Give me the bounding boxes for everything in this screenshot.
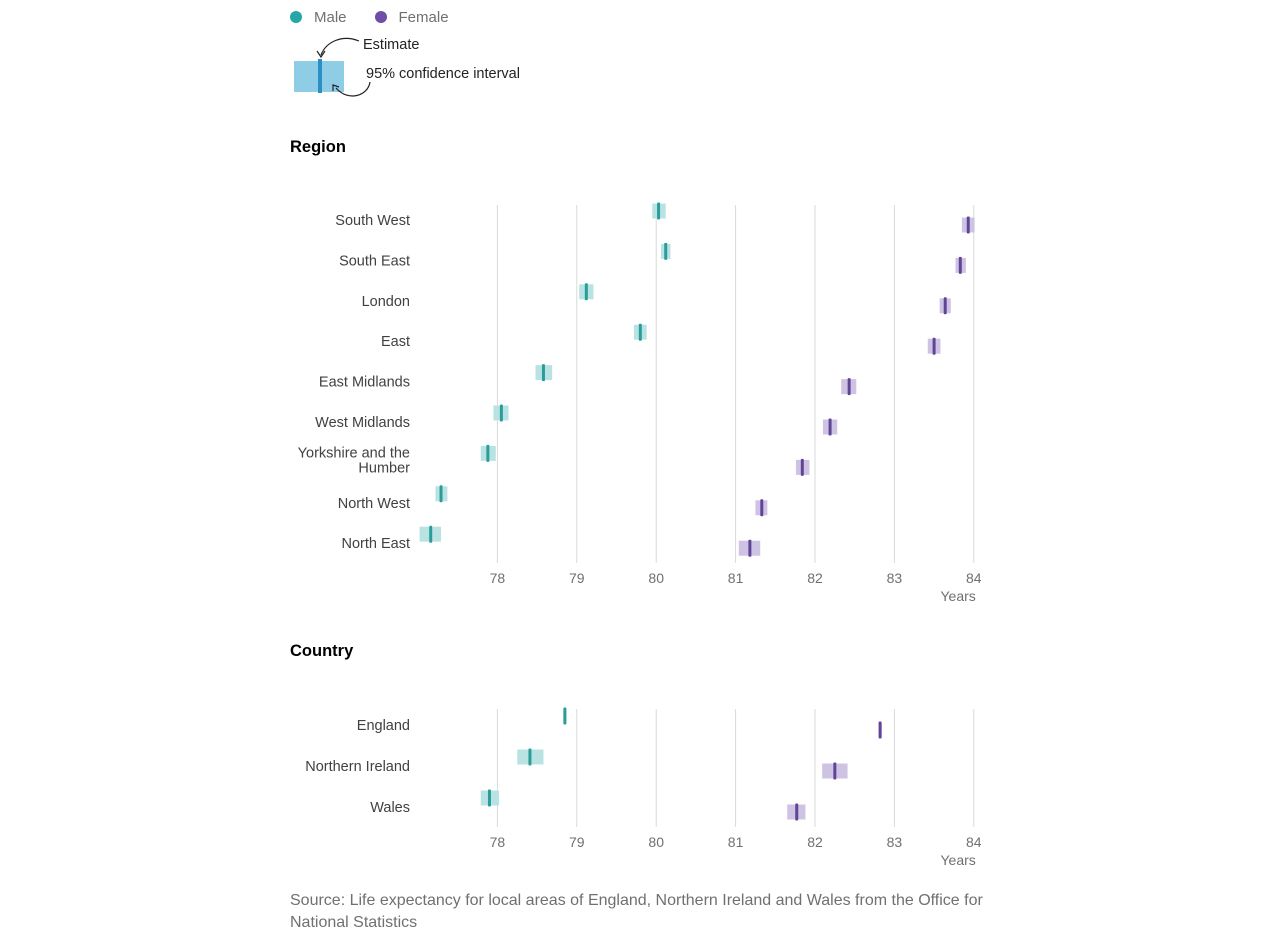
region-female-estimate-mark [748,539,752,557]
region-category-label: South West [335,213,410,229]
key-ci-arrowhead-icon [332,84,340,91]
country-female-estimate-mark [795,803,799,821]
region-category-label: Yorkshire and the Humber [298,445,410,476]
legend-female-dot-icon [374,11,387,23]
region-male-estimate-mark [638,323,642,341]
region-x-tick-label: 84 [966,570,982,586]
legend-male-dot-icon [290,11,302,23]
region-category-label: West Midlands [315,415,410,431]
region-male-estimate-mark [439,485,443,503]
key-ci-label: 95% confidence interval [366,66,520,82]
country-female-estimate-mark [878,721,882,739]
country-chart-title: Country [290,642,354,660]
country-category-label: England [357,718,410,734]
region-category-label: London [362,294,410,310]
region-male-estimate-mark [486,444,490,462]
legend-male-label: Male [314,8,347,26]
region-category-label: South East [339,253,410,269]
legend: Male Female [290,6,477,28]
key-ci-arrow-icon [335,81,371,97]
country-x-tick-label: 81 [728,834,744,850]
legend-item-male: Male [290,9,347,26]
region-male-estimate-mark [429,525,433,543]
region-x-tick-label: 80 [648,570,664,586]
country-x-tick-label: 80 [648,834,664,850]
country-male-estimate-mark [563,707,567,725]
source-note: Source: Life expectancy for local areas … [290,892,983,931]
region-male-estimate-mark [584,283,588,301]
region-x-tick-label: 79 [569,570,585,586]
country-x-tick-label: 79 [569,834,585,850]
region-x-axis-title: Years [941,588,976,604]
region-x-tick-label: 81 [728,570,744,586]
region-category-label: North West [338,496,410,512]
region-female-estimate-mark [828,418,832,436]
country-x-tick-label: 82 [807,834,823,850]
key-estimate-line [318,59,322,93]
key-diagram [294,37,371,97]
key-estimate-arrow-icon [320,37,360,56]
region-male-estimate-mark [541,364,545,382]
region-category-label: East Midlands [319,375,410,391]
region-female-estimate-mark [966,216,970,234]
country-x-tick-label: 84 [966,834,982,850]
legend-female-label: Female [398,8,449,26]
region-x-tick-label: 82 [807,570,823,586]
estimate-ci-key: Estimate 95% confidence interval [280,30,600,110]
region-category-label: East [381,334,410,350]
legend-item-female: Female [374,8,449,26]
region-category-label: North East [342,536,411,552]
country-x-tick-label: 78 [490,834,506,850]
country-category-label: Wales [370,800,410,816]
country-female-estimate-mark [833,762,837,780]
region-female-estimate-mark [760,499,764,517]
region-female-estimate-mark [932,337,936,355]
region-x-tick-label: 78 [490,570,506,586]
country-category-label: Northern Ireland [305,759,410,775]
region-female-estimate-mark [958,256,962,274]
region-x-tick-label: 83 [887,570,903,586]
country-x-tick-label: 83 [887,834,903,850]
country-male-estimate-mark [528,748,532,766]
region-male-estimate-mark [664,242,668,260]
region-female-estimate-mark [943,297,947,315]
country-x-axis-title: Years [941,852,976,868]
region-male-estimate-mark [499,404,503,422]
region-female-estimate-mark [800,458,804,476]
key-estimate-arrowhead-icon [316,50,326,59]
region-male-estimate-mark [657,202,661,220]
country-male-estimate-mark [487,789,491,807]
key-estimate-label: Estimate [363,37,420,53]
region-chart-title: Region [290,138,346,156]
region-female-estimate-mark [847,378,851,396]
